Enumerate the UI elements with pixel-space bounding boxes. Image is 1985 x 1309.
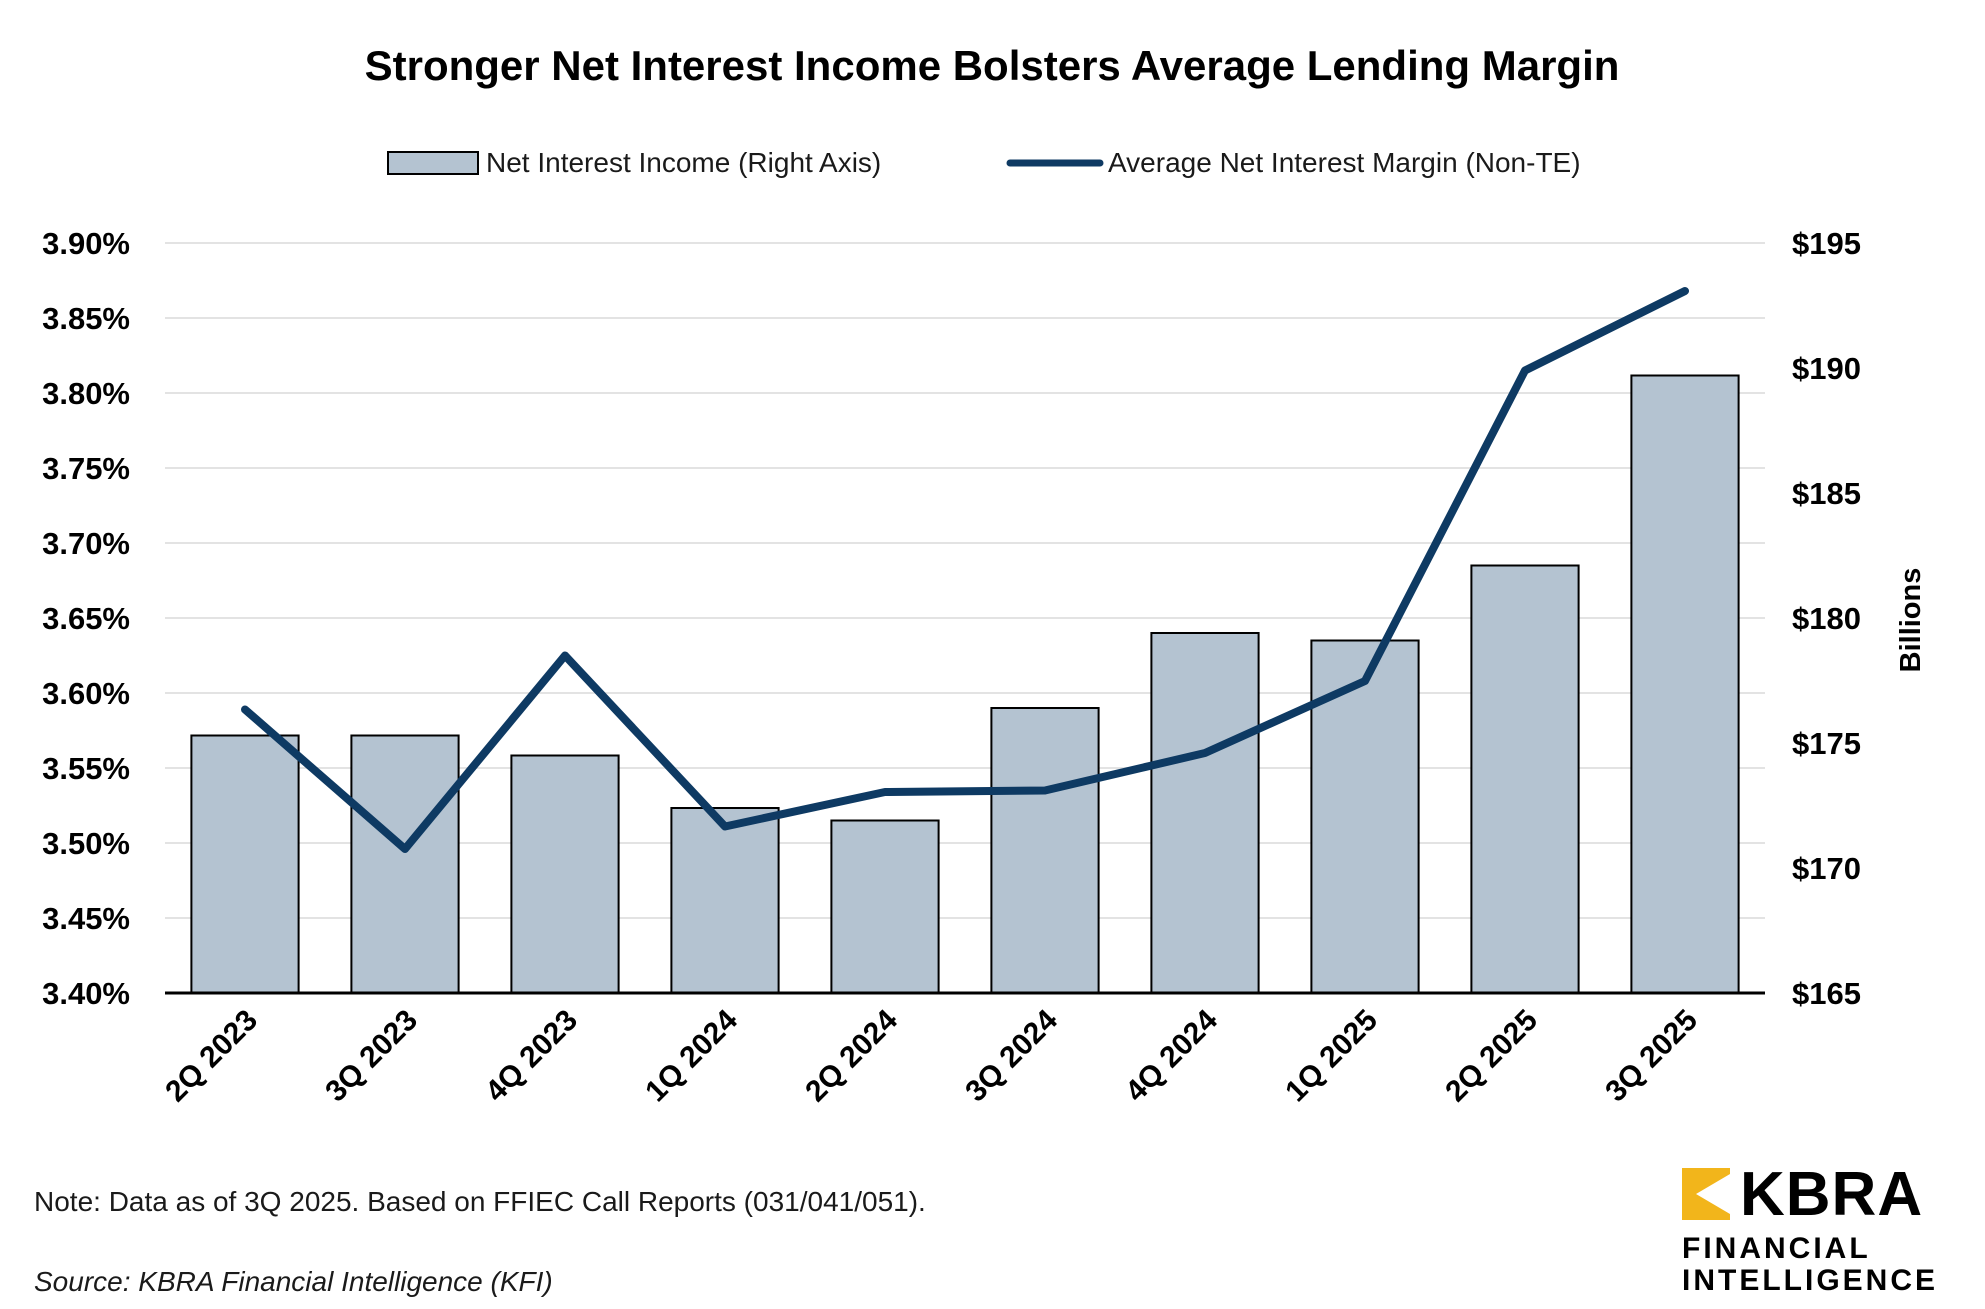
right-tick-label: $170 (1792, 851, 1861, 886)
bar (1630, 374, 1740, 994)
right-tick-label: $165 (1792, 976, 1861, 1011)
bars (190, 374, 1740, 994)
category-label: 4Q 2024 (1119, 1003, 1224, 1108)
category-label: 3Q 2023 (319, 1004, 424, 1109)
left-tick-label: 3.55% (42, 751, 130, 786)
bar (350, 734, 460, 994)
margin-line (241, 287, 1689, 853)
logo-line-1: FINANCIAL (1682, 1232, 1871, 1265)
bar (990, 707, 1100, 994)
logo-mark-icon (1682, 1168, 1730, 1220)
category-label: 3Q 2025 (1599, 1004, 1704, 1109)
logo-brand: KBRA (1740, 1160, 1924, 1229)
category-labels: 2Q 2023 3Q 2023 4Q 2023 1Q 2024 2Q 2024 3Q 20… (159, 1003, 1704, 1108)
bar (190, 734, 300, 994)
left-tick-label: 3.90% (42, 226, 130, 261)
legend-bar-label: Net Interest Income (Right Axis) (486, 147, 881, 178)
bar (830, 819, 940, 994)
chart-title: Stronger Net Interest Income Bolsters Av… (365, 42, 1620, 89)
category-label: 2Q 2023 (159, 1004, 264, 1109)
right-axis: $165 $170 $175 $180 $185 $190 $195 (1792, 226, 1861, 1011)
logo-line-2: INTELLIGENCE (1682, 1264, 1939, 1297)
right-tick-label: $195 (1792, 226, 1861, 261)
category-label: 2Q 2025 (1439, 1004, 1544, 1109)
bar (670, 807, 780, 994)
left-tick-label: 3.75% (42, 451, 130, 486)
left-axis: 3.40% 3.45% 3.50% 3.55% 3.60% 3.65% 3.70% 3.75%… (42, 226, 130, 1011)
left-tick-label: 3.65% (42, 601, 130, 636)
right-tick-label: $175 (1792, 726, 1861, 761)
right-tick-label: $185 (1792, 476, 1861, 511)
kbra-logo: KBRA FINANCIAL INTELLIGENCE (1680, 1160, 1980, 1300)
bar (1150, 632, 1260, 994)
legend-line-label: Average Net Interest Margin (Non-TE) (1108, 147, 1581, 178)
left-tick-label: 3.60% (42, 676, 130, 711)
left-tick-label: 3.80% (42, 376, 130, 411)
right-axis-title: Billions (1895, 568, 1927, 673)
category-label: 1Q 2024 (639, 1003, 744, 1108)
left-tick-label: 3.85% (42, 301, 130, 336)
legend: Net Interest Income (Right Axis) Average… (387, 147, 1581, 178)
left-tick-label: 3.50% (42, 826, 130, 861)
category-label: 3Q 2024 (959, 1003, 1064, 1108)
right-tick-label: $190 (1792, 351, 1861, 386)
left-tick-label: 3.45% (42, 901, 130, 936)
category-label: 1Q 2025 (1279, 1004, 1384, 1109)
left-tick-label: 3.40% (42, 976, 130, 1011)
bar (1310, 639, 1420, 994)
left-tick-label: 3.70% (42, 526, 130, 561)
category-label: 4Q 2023 (479, 1004, 584, 1109)
bar (510, 754, 620, 994)
category-label: 2Q 2024 (799, 1003, 904, 1108)
right-tick-label: $180 (1792, 601, 1861, 636)
legend-bar-swatch (387, 151, 479, 175)
source-note: Source: KBRA Financial Intelligence (KFI… (34, 1266, 553, 1297)
bar (1470, 564, 1580, 994)
footnote: Note: Data as of 3Q 2025. Based on FFIEC… (34, 1186, 926, 1217)
line-series (241, 287, 1689, 853)
